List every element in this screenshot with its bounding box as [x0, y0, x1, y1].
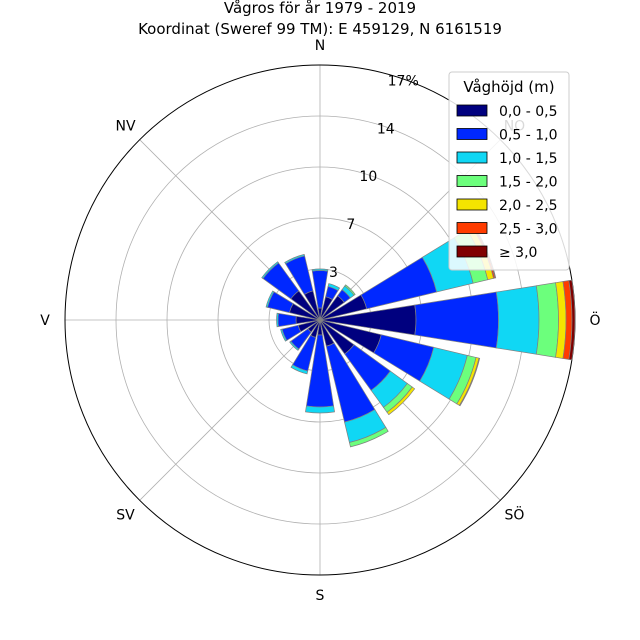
sector-6-bin-4 [386, 386, 416, 416]
legend-swatch-6 [456, 245, 488, 258]
radial-tick-labels: 3 7 10 14 17% [329, 73, 419, 281]
chart-title: Vågros för år 1979 - 2019 [224, 0, 416, 17]
direction-label-sv: SV [116, 507, 135, 523]
grid-spoke-sv [139, 319, 321, 501]
legend-label-1: 0,5 - 1,0 [499, 128, 557, 144]
sector-10-bin-2 [289, 340, 300, 351]
legend-swatch-2 [456, 151, 488, 164]
radial-tick-label-4: 17% [388, 73, 419, 89]
direction-label-nv: NV [116, 119, 136, 135]
sector-4-bin-6 [568, 279, 576, 361]
direction-label-o: Ö [589, 311, 600, 329]
radial-tick-label-0: 3 [329, 265, 338, 281]
sector-12-bin-1 [277, 313, 297, 327]
sector-7-bin-3 [348, 426, 389, 448]
sector-9-bin-2 [290, 364, 309, 375]
legend: Våghöjd (m) 0,0 - 0,5 0,5 - 1,0 1,0 - 1,5 1… [448, 71, 570, 271]
legend-label-6: ≥ 3,0 [499, 245, 537, 261]
sector-4-bin-2 [495, 285, 540, 355]
radial-tick-label-3: 14 [377, 121, 395, 137]
sector-2-bin-3 [344, 284, 356, 296]
legend-entries: 0,0 - 0,5 0,5 - 1,0 1,0 - 1,5 1,5 - 2,0 2,0 … [456, 104, 557, 261]
legend-label-4: 2,0 - 2,5 [499, 198, 557, 214]
sector-4-bin-1 [414, 291, 499, 349]
legend-label-5: 2,5 - 3,0 [499, 222, 557, 238]
legend-title: Våghöjd (m) [463, 78, 554, 96]
direction-label-n: N [315, 38, 325, 54]
legend-swatch-3 [456, 175, 488, 187]
legend-swatch-5 [456, 222, 488, 234]
sector-3-bin-1 [360, 256, 438, 310]
sector-12-bin-2 [276, 312, 279, 328]
sector-0-bin-2 [311, 268, 329, 272]
radial-tick-label-1: 7 [346, 217, 355, 233]
sector-13-bin-2 [265, 290, 275, 308]
legend-label-2: 1,0 - 1,5 [499, 151, 557, 167]
sector-14-bin-2 [261, 261, 280, 280]
chart-subtitle: Koordinat (Sweref 99 TM): E 459129, N 61… [138, 20, 502, 38]
sector-15-bin-2 [284, 253, 306, 265]
legend-label-0: 0,0 - 0,5 [499, 104, 557, 120]
direction-label-v: V [40, 313, 50, 329]
legend-frame [448, 71, 570, 271]
radial-tick-label-2: 10 [359, 169, 377, 185]
legend-label-3: 1,5 - 2,0 [499, 175, 557, 191]
direction-label-s: S [316, 588, 325, 604]
sector-11-bin-2 [280, 328, 288, 342]
sector-8-bin-2 [305, 405, 335, 414]
legend-swatch-0 [456, 104, 488, 117]
sector-1-bin-2 [327, 283, 341, 292]
direction-label-so: SÖ [505, 505, 525, 523]
legend-swatch-1 [456, 128, 488, 140]
sector-4-bin-3 [535, 282, 559, 358]
sector-5-bin-5 [458, 357, 481, 407]
legend-swatch-4 [456, 198, 488, 211]
